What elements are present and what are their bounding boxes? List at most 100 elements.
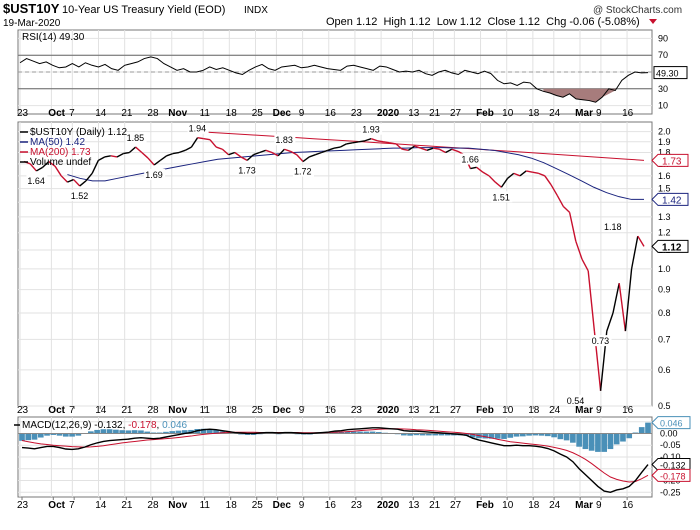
price-segment	[85, 172, 93, 182]
price-last-value-box	[651, 192, 689, 206]
price-segment	[575, 240, 583, 260]
macd-histogram-bar	[88, 431, 94, 434]
macd-last-value-box	[651, 468, 691, 482]
x-axis-label: 23	[17, 405, 29, 416]
macd-histogram-bar	[526, 433, 532, 436]
price-segment	[630, 235, 639, 269]
price-segment	[123, 151, 130, 155]
price-segment	[395, 143, 403, 150]
price-annotation: 1.94	[189, 124, 207, 134]
price-segment	[346, 142, 353, 145]
price-segment	[482, 171, 490, 177]
macd-histogram-bar	[238, 433, 244, 435]
macd-histogram-bar	[432, 433, 438, 436]
price-segment	[215, 146, 223, 150]
x-axis-label: Nov	[168, 500, 187, 511]
price-segment	[259, 149, 267, 154]
macd-histogram-bar	[62, 433, 69, 437]
x-axis-label: 13	[408, 108, 420, 119]
macd-histogram-bar	[344, 431, 351, 434]
macd-histogram-bar	[19, 433, 25, 441]
x-axis-label: 18	[528, 405, 540, 416]
price-segment	[624, 268, 633, 332]
macd-histogram-bar	[551, 433, 557, 438]
price-segment	[568, 212, 577, 242]
price-segment	[433, 147, 440, 150]
price-segment	[296, 154, 304, 162]
price-segment	[414, 145, 422, 149]
macd-histogram-bar	[645, 422, 651, 434]
price-annotation: 1.73	[238, 165, 256, 175]
x-axis-label: 10	[502, 108, 514, 119]
down-arrow-icon	[649, 19, 657, 24]
price-segment	[172, 151, 180, 155]
macd-histogram-bar	[601, 433, 608, 452]
price-segment	[98, 156, 105, 161]
price-last-value: 1.12	[662, 242, 682, 253]
price-segment	[308, 154, 316, 158]
price-annotation: 0.54	[567, 396, 585, 406]
macd-histogram-bar	[413, 433, 420, 436]
price-annotation-bg	[125, 132, 147, 144]
price-annotation-bg	[460, 153, 482, 165]
price-segment	[91, 160, 100, 174]
x-axis-label: 18	[226, 500, 238, 511]
x-axis-label: 2020	[377, 500, 400, 511]
x-axis-label: 21	[121, 108, 133, 119]
macd-histogram-bar	[638, 427, 645, 434]
macd-histogram-bar	[444, 433, 451, 436]
chart-ohlc: Open 1.12 High 1.12 Low 1.12 Close 1.12 …	[326, 16, 640, 28]
rsi-oversold-fill	[543, 88, 616, 103]
macd-histogram-bar	[557, 433, 564, 440]
macd-histogram-bar	[363, 431, 370, 434]
price-segment	[48, 160, 56, 167]
price-segment	[290, 150, 298, 156]
x-axis-label: 18	[528, 500, 540, 511]
price-segment	[253, 151, 260, 156]
x-axis-label: Nov	[168, 405, 187, 416]
price-annotation-bg	[603, 221, 624, 233]
macd-histogram-bar	[401, 433, 407, 436]
price-last-value-box	[651, 239, 689, 253]
macd-histogram-bar	[463, 433, 470, 436]
macd-histogram-bar	[532, 433, 539, 436]
price-segment	[389, 142, 397, 145]
x-axis-label: Feb	[476, 405, 494, 416]
price-segment	[606, 312, 614, 332]
macd-histogram-bar	[119, 430, 125, 434]
price-tick-label: 0.5	[658, 401, 671, 411]
macd-histogram-bar	[250, 433, 257, 435]
macd-tick-label: 0.00	[660, 428, 678, 438]
price-segment	[271, 151, 279, 157]
x-axis-label: 9	[596, 108, 602, 119]
price-last-value-box	[651, 153, 689, 167]
price-segment	[519, 170, 527, 177]
macd-histogram-bar	[438, 433, 445, 436]
x-axis-label: 7	[69, 108, 75, 119]
price-segment	[42, 160, 50, 168]
price-last-value: 1.73	[662, 156, 682, 167]
x-axis-label: Mar	[575, 500, 593, 511]
x-axis-label: 7	[69, 405, 75, 416]
chart-security-name: 10-Year US Treasury Yield (EOD)	[62, 4, 225, 16]
x-axis-label: Dec	[273, 405, 292, 416]
macd-histogram-bar	[31, 433, 38, 440]
price-segment	[426, 147, 434, 151]
macd-histogram-bar	[588, 433, 595, 451]
x-axis-label: Dec	[273, 500, 292, 511]
x-axis-label: Mar	[575, 108, 593, 119]
price-segment	[526, 170, 533, 173]
macd-histogram-bar	[563, 433, 570, 441]
price-segment	[402, 148, 409, 152]
x-axis-label: Oct	[48, 405, 65, 416]
price-segment	[116, 152, 124, 158]
x-axis-label: 2020	[377, 108, 400, 119]
chart-symbol: $UST10Y	[3, 1, 60, 16]
macd-histogram-bar	[519, 433, 526, 437]
x-axis-label: 28	[147, 405, 159, 416]
x-axis-label: 11	[200, 405, 211, 416]
macd-histogram-bar	[94, 429, 100, 434]
price-tick-label: 0.9	[658, 285, 671, 295]
price-annotation-bg	[491, 191, 513, 203]
price-tick-label: 1.6	[658, 171, 671, 181]
